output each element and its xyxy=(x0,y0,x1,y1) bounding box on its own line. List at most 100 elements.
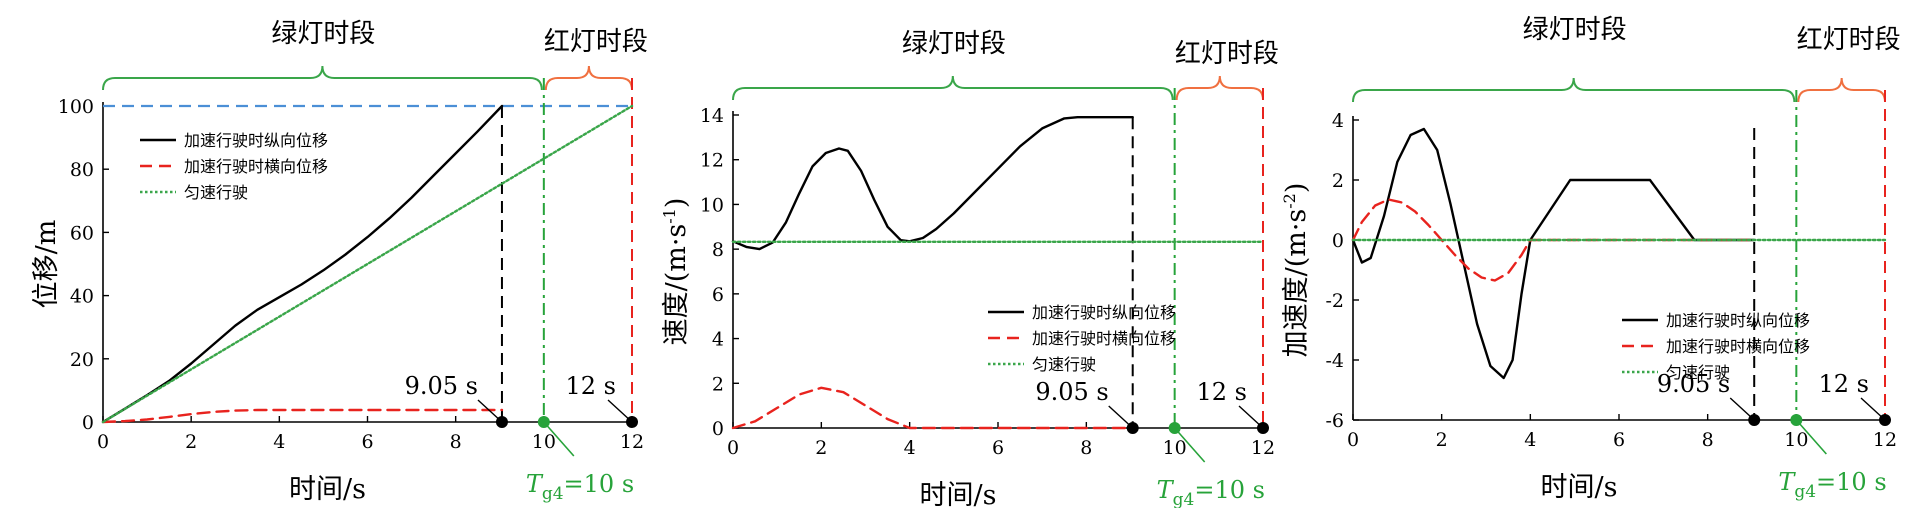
x-tick-label: 8 xyxy=(1080,437,1092,459)
x-tick-label: 10 xyxy=(532,431,556,453)
x-tick-label: 10 xyxy=(1784,429,1808,451)
y-tick-label: -2 xyxy=(1325,290,1344,312)
y-tick-label: 8 xyxy=(712,239,724,261)
legend-entry: 匀速行驶 xyxy=(1032,355,1096,374)
series-line xyxy=(101,104,634,424)
tg4-label-sub: g4 xyxy=(1794,482,1816,502)
marker-label: 9.05 s xyxy=(1657,370,1730,398)
marker-leader-line xyxy=(1729,397,1755,421)
tg4-label-sub: g4 xyxy=(542,484,564,504)
x-tick-label: 6 xyxy=(1613,429,1625,451)
x-tick-label: 10 xyxy=(1163,437,1187,459)
marker-leader-line xyxy=(477,399,503,423)
tg4-label: Tg4=10 s xyxy=(1778,468,1886,502)
red-phase-label: 红灯时段 xyxy=(1797,25,1901,55)
x-tick-label: 6 xyxy=(361,431,373,453)
legend-entry: 加速行驶时纵向位移 xyxy=(1032,303,1176,322)
tg4-label: Tg4=10 s xyxy=(1157,476,1265,508)
y-tick-label: 100 xyxy=(58,96,94,118)
tg4-label: Tg4=10 s xyxy=(526,470,634,504)
x-tick-label: 12 xyxy=(1873,429,1897,451)
marker-label: 9.05 s xyxy=(1035,378,1108,406)
x-tick-label: 8 xyxy=(450,431,462,453)
x-tick-label: 12 xyxy=(620,431,644,453)
x-tick-label: 2 xyxy=(185,431,197,453)
x-tick-label: 2 xyxy=(815,437,827,459)
y-axis-label: 速度/(m·s-1) xyxy=(660,198,692,346)
x-tick-label: 0 xyxy=(1347,429,1359,451)
x-tick-label: 12 xyxy=(1251,437,1275,459)
tg4-label-main: T xyxy=(1778,468,1796,496)
series-line xyxy=(1351,198,1756,282)
tg4-label-rest: =10 s xyxy=(564,470,635,498)
y-tick-label: 12 xyxy=(700,150,724,172)
legend-entry: 加速行驶时横向位移 xyxy=(184,157,328,176)
green-phase-brace xyxy=(102,65,543,91)
x-tick-label: 4 xyxy=(273,431,285,453)
marker-leader-line xyxy=(1238,405,1264,429)
marker-leader-line xyxy=(607,399,633,423)
green-phase-label: 绿灯时段 xyxy=(1523,15,1627,45)
tg4-label-rest: =10 s xyxy=(1816,468,1887,496)
tg4-leader-line xyxy=(1795,419,1827,455)
y-tick-label: 20 xyxy=(70,349,94,371)
green-phase-label: 绿灯时段 xyxy=(902,29,1006,59)
red-phase-brace xyxy=(544,65,633,91)
tg4-label-sub: g4 xyxy=(1173,490,1195,508)
y-tick-label: 10 xyxy=(700,194,724,216)
x-tick-label: 2 xyxy=(1436,429,1448,451)
x-axis-label: 时间/s xyxy=(920,480,997,508)
y-axis-label-tail: ) xyxy=(661,198,692,209)
y-axis-label-sup: -2 xyxy=(1280,193,1299,209)
tg4-label-main: T xyxy=(526,470,544,498)
y-axis-label: 位移/m xyxy=(31,220,62,309)
y-tick-label: -4 xyxy=(1325,350,1344,372)
y-tick-label: 40 xyxy=(70,286,94,308)
legend-entry: 加速行驶时纵向位移 xyxy=(184,131,328,150)
series-line xyxy=(731,116,1134,251)
y-tick-label: 4 xyxy=(1332,110,1344,132)
x-tick-label: 4 xyxy=(1524,429,1536,451)
x-tick-label: 0 xyxy=(727,437,739,459)
y-tick-label: 0 xyxy=(82,412,94,434)
x-axis-label: 时间/s xyxy=(289,474,366,505)
marker-label: 12 s xyxy=(566,372,616,400)
y-axis-label-main: 速度/(m·s xyxy=(661,224,692,346)
green-phase-label: 绿灯时段 xyxy=(271,19,375,49)
series-line xyxy=(1351,127,1756,380)
marker-label: 9.05 s xyxy=(405,372,478,400)
marker-leader-line xyxy=(1860,397,1886,421)
y-axis-label: 加速度/(m·s-2) xyxy=(1280,183,1312,358)
y-tick-label: 6 xyxy=(712,284,724,306)
red-phase-brace xyxy=(1797,77,1886,103)
x-tick-label: 4 xyxy=(904,437,916,459)
y-tick-label: 2 xyxy=(712,373,724,395)
series-line xyxy=(731,386,1134,430)
x-tick-label: 6 xyxy=(992,437,1004,459)
legend-entry: 匀速行驶 xyxy=(184,183,248,202)
y-tick-label: 2 xyxy=(1332,170,1344,192)
y-tick-label: 80 xyxy=(70,159,94,181)
x-axis-label: 时间/s xyxy=(1541,472,1618,503)
marker-leader-line xyxy=(1108,405,1134,429)
y-tick-label: 14 xyxy=(700,105,724,127)
series-line xyxy=(101,104,504,424)
x-tick-label: 8 xyxy=(1702,429,1714,451)
tg4-label-main: T xyxy=(1157,476,1175,504)
marker-label: 12 s xyxy=(1819,370,1869,398)
red-phase-label: 红灯时段 xyxy=(544,27,648,57)
tg4-label-rest: =10 s xyxy=(1194,476,1265,504)
panel-displacement: 0 2 4 6 8 10 12 0 20 40 60 80 100 时间/s 位移/m 绿灯时段 红灯时段 9.0… xyxy=(31,19,648,505)
green-phase-brace xyxy=(732,75,1174,101)
tg4-leader-line xyxy=(543,421,575,457)
marker-label: 12 s xyxy=(1197,378,1247,406)
panel-velocity: 0 2 4 6 8 10 12 0 2 4 6 8 10 12 14 时间/s 速度/(m·s-1) 绿灯时段 红灯… xyxy=(660,29,1279,508)
y-tick-label: -6 xyxy=(1325,410,1344,432)
y-tick-label: 0 xyxy=(1332,230,1344,252)
legend-entry: 加速行驶时横向位移 xyxy=(1032,329,1176,348)
